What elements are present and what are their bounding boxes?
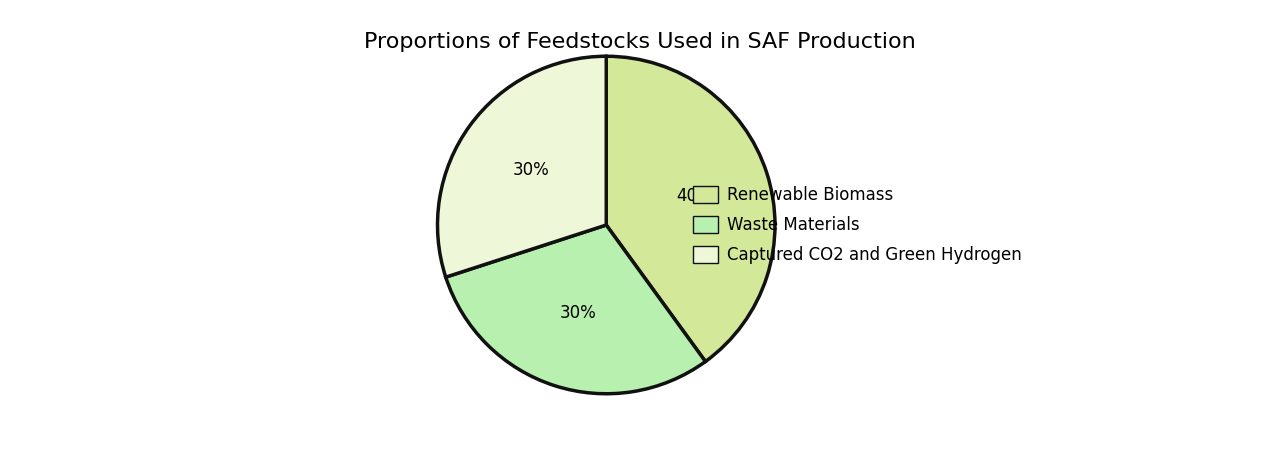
Text: 30%: 30% [559, 304, 596, 322]
Legend: Renewable Biomass, Waste Materials, Captured CO2 and Green Hydrogen: Renewable Biomass, Waste Materials, Capt… [694, 186, 1021, 264]
Text: 40%: 40% [676, 187, 713, 205]
Text: 30%: 30% [513, 162, 549, 180]
Wedge shape [445, 225, 705, 394]
Text: Proportions of Feedstocks Used in SAF Production: Proportions of Feedstocks Used in SAF Pr… [364, 32, 916, 51]
Wedge shape [607, 56, 774, 361]
Wedge shape [438, 56, 607, 277]
